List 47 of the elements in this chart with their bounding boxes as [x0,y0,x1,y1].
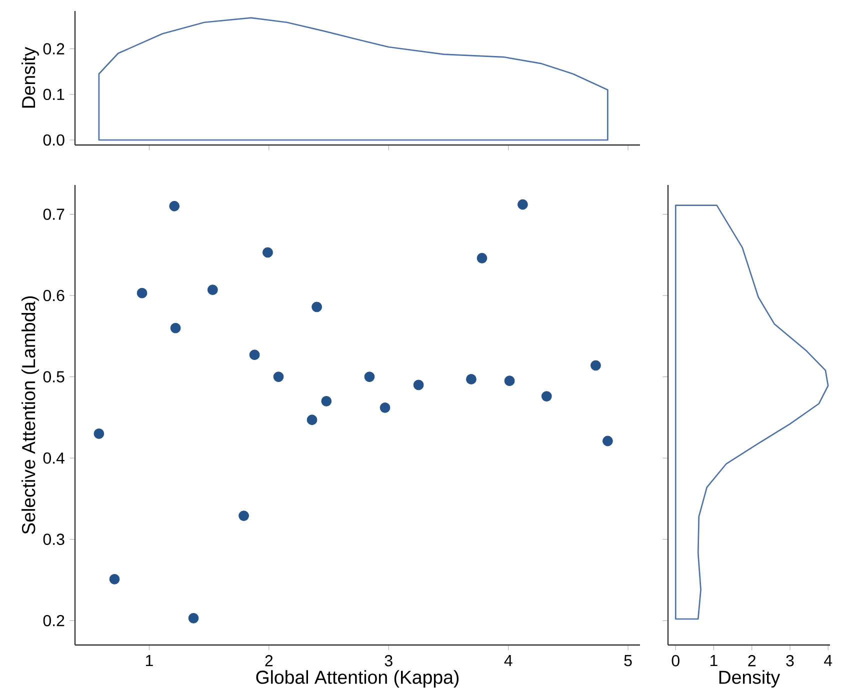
point [109,574,120,584]
point [170,322,181,334]
point [136,288,148,298]
point [380,402,390,413]
x-tick-label: 1 [146,655,153,666]
x-tick-label: 2 [748,655,756,666]
point [413,380,424,390]
point [476,252,488,264]
y-tick-label: 0.2 [43,43,64,54]
point [169,200,180,212]
point [602,436,613,446]
y-tick-label: 0.1 [43,88,64,100]
point [466,374,476,384]
x-tick-label: 3 [786,655,794,666]
point [262,247,273,258]
point [321,396,332,406]
point [306,414,318,426]
point [364,372,375,382]
x-tick-label: 4 [824,655,832,666]
x-tick-label: 5 [624,655,632,666]
point [312,302,322,312]
y-tick-label: 0.4 [43,452,64,464]
point [504,376,515,386]
y-axis-title: Selective Attention (Lambda) [22,296,39,534]
y-axis-title: Density [21,46,39,108]
point [249,350,260,360]
x-tick-label: 4 [504,655,512,666]
point [541,391,552,402]
point [517,199,528,210]
y-tick-label: 0.0 [43,134,64,146]
point [238,510,249,521]
point [188,612,199,624]
point [273,372,284,382]
x-axis-title: Density [719,670,780,688]
x-tick-label: 1 [710,655,718,666]
point [94,428,104,439]
y-tick-label: 0.2 [43,614,64,626]
x-tick-label: 2 [265,655,273,666]
point [590,360,601,371]
y-tick-label: 0.7 [43,208,64,220]
y-tick-label: 0.3 [43,534,64,545]
x-tick-label: 0 [672,655,680,666]
point [207,284,218,296]
x-tick-label: 3 [384,655,392,666]
y-tick-label: 0.6 [43,290,64,302]
x-axis-title: Global Attention (Kappa) [256,670,459,688]
y-tick-label: 0.5 [43,371,64,382]
